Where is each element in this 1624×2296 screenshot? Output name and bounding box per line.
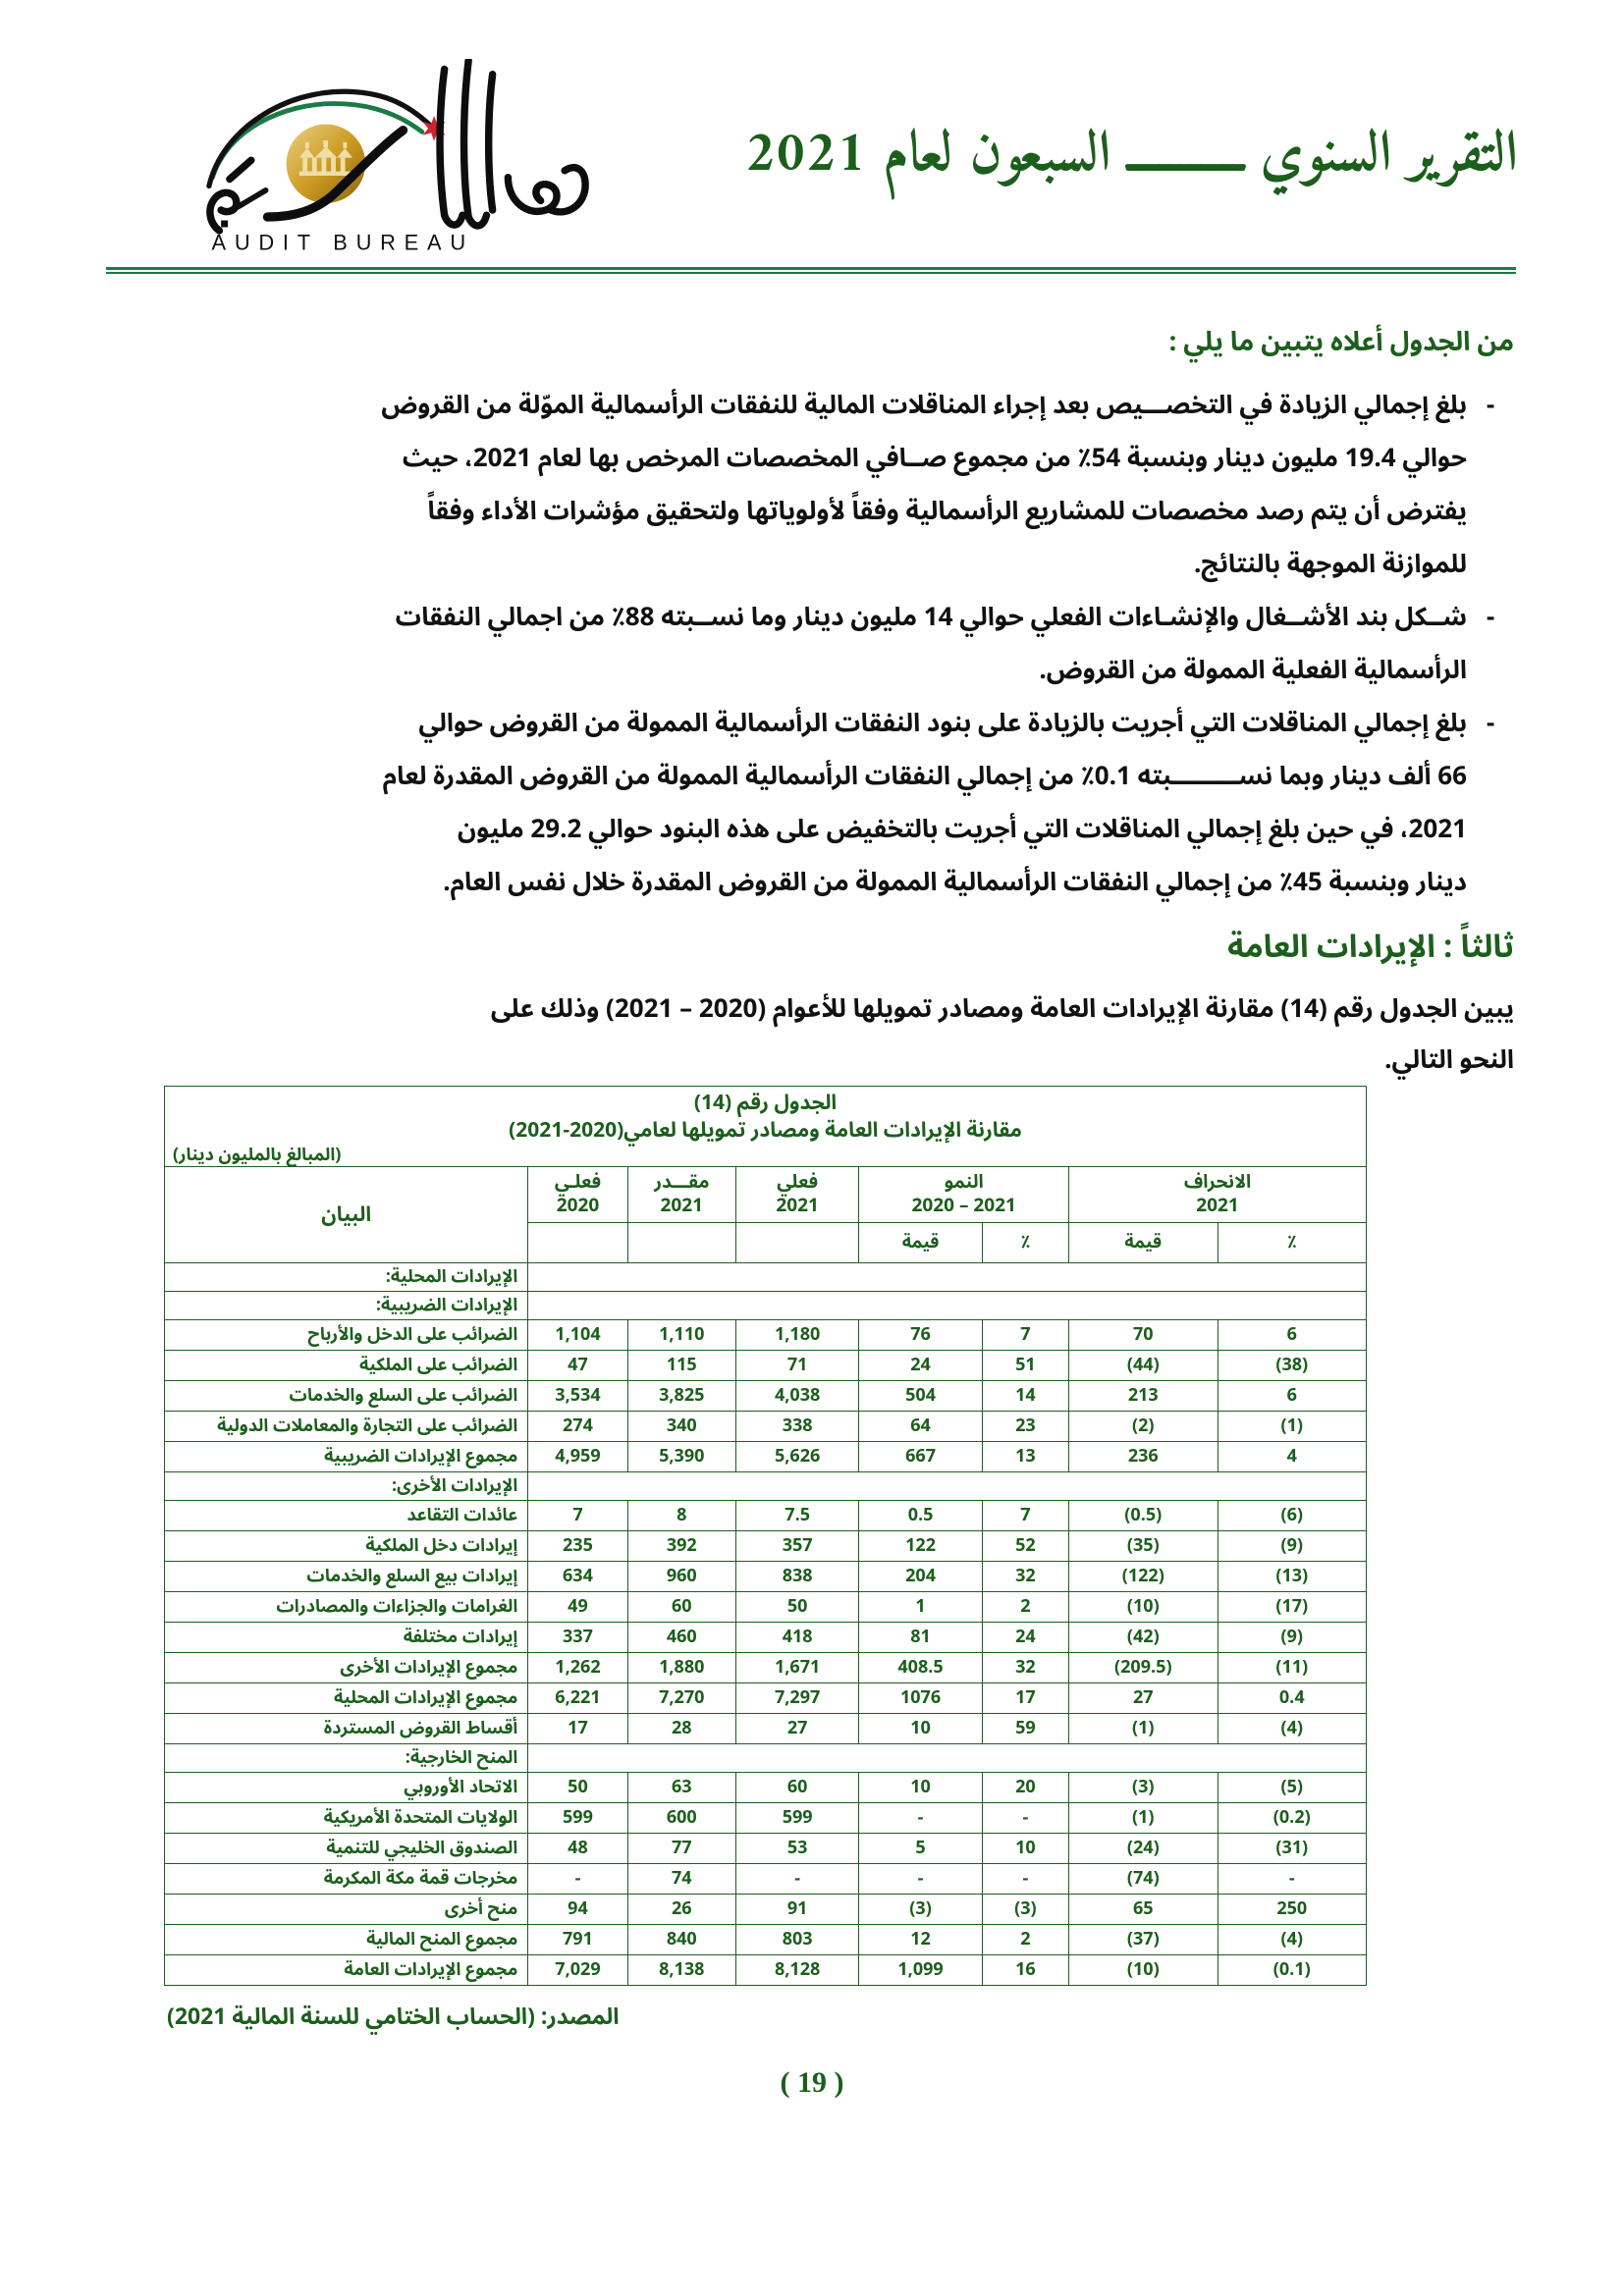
svg-text:AUDIT BUREAU: AUDIT BUREAU	[212, 230, 474, 254]
